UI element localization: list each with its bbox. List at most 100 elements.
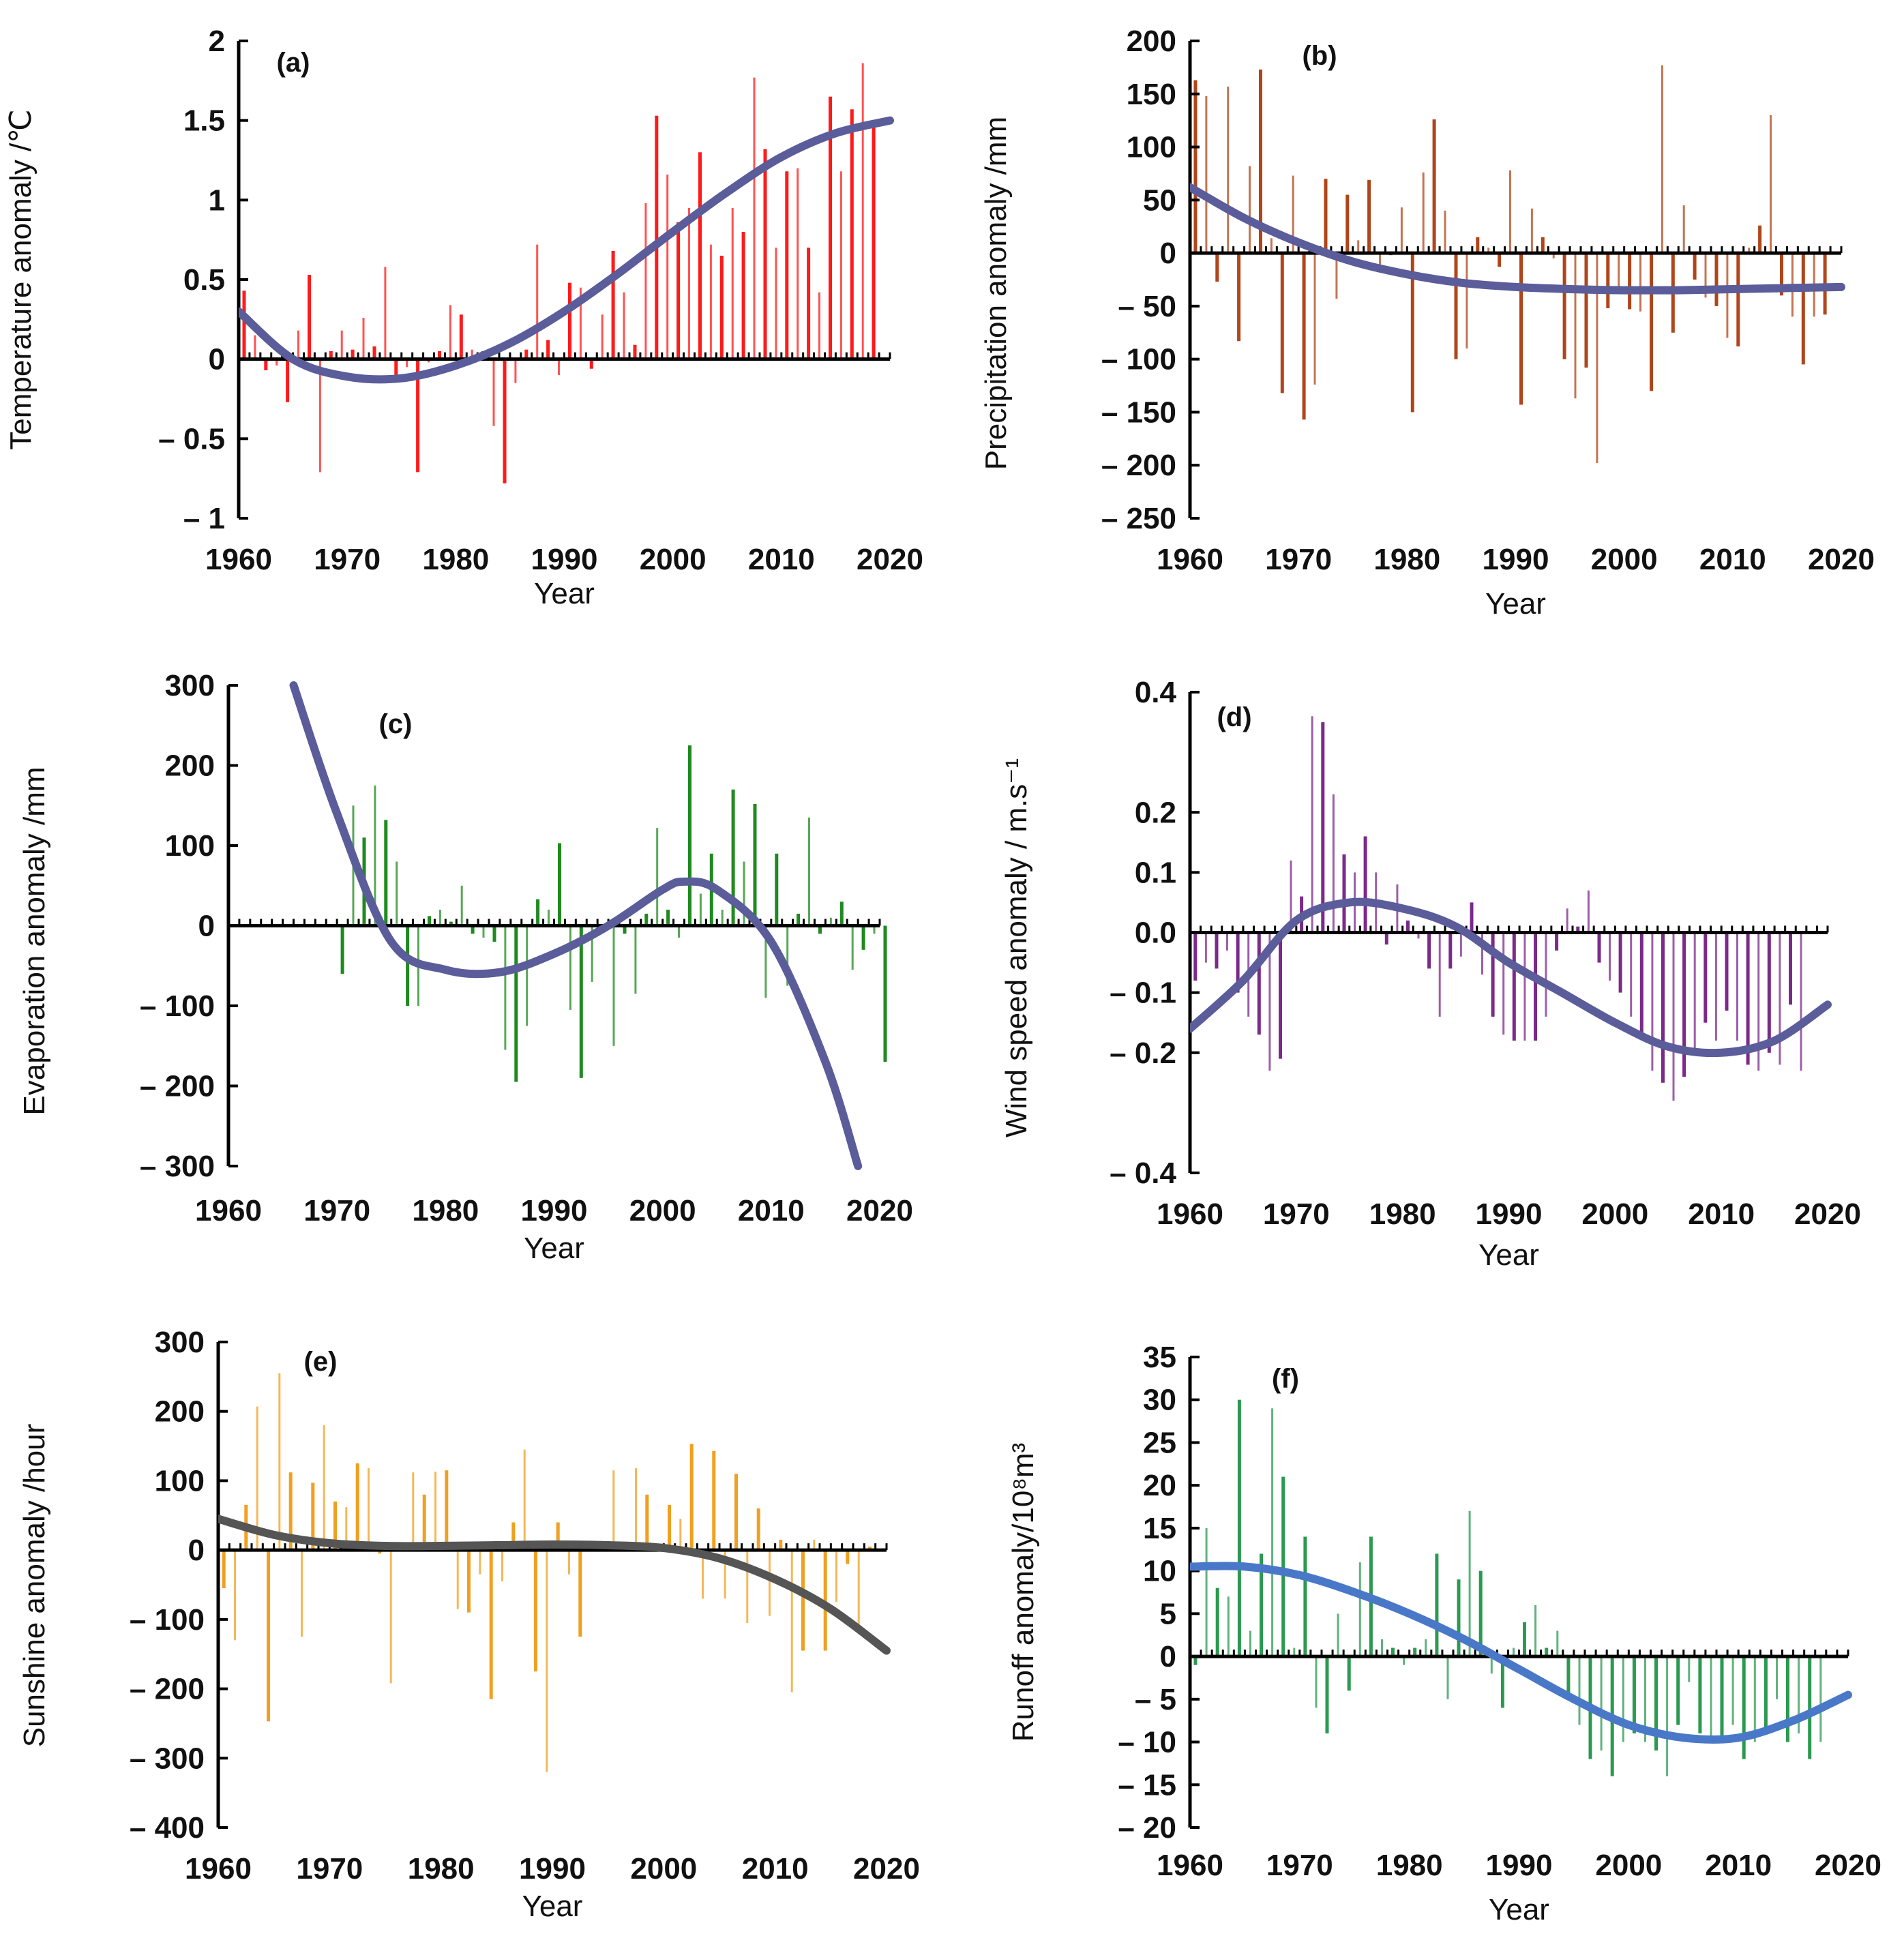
x-axis-title-d: Year [1478,1238,1539,1272]
bar-c-1986 [514,925,518,1082]
bar-b-1987 [1487,248,1490,254]
y-tick-label: – 0.5 [158,422,225,456]
bar-d-2015 [1779,932,1781,1065]
bar-f-2016 [1808,1656,1812,1759]
bar-b-1985 [1466,253,1468,349]
y-axis-title-d: Wind speed anomaly / m.s⁻¹ [1000,758,1033,1137]
bar-e-1973 [368,1468,370,1551]
bar-e-1990 [556,1522,560,1551]
bar-c-2020 [883,925,887,1062]
x-tick-label: 2010 [738,1194,805,1227]
bar-a-2006 [741,232,745,359]
bar-f-2004 [1676,1656,1680,1725]
bar-d-2014 [1767,932,1771,1053]
x-tick-label: 2010 [748,543,815,576]
y-tick-label: 300 [155,1326,205,1359]
bar-b-1995 [1574,253,1577,399]
bar-f-1997 [1600,1656,1603,1751]
bar-f-1995 [1578,1656,1581,1725]
bar-a-1979 [449,305,451,359]
bar-c-1988 [536,899,540,926]
bar-a-1976 [416,359,420,473]
bar-c-2013 [808,817,810,926]
y-tick-label: – 1 [183,502,225,535]
y-tick-label: – 200 [140,1070,215,1103]
x-tick-label: 1960 [1157,1849,1223,1882]
bar-c-1992 [579,925,583,1078]
bar-b-1990 [1519,253,1523,405]
x-tick-label: 2020 [1815,1849,1881,1882]
x-tick-label: 1990 [1476,1197,1543,1231]
bar-f-1966 [1260,1553,1263,1656]
bar-f-2013 [1776,1656,1778,1699]
x-tick-label: 1980 [408,1852,475,1885]
x-tick-label: 2020 [1808,543,1875,576]
bar-a-1972 [372,346,376,359]
bar-a-1983 [492,359,495,426]
bar-f-1962 [1215,1587,1219,1657]
bar-b-2011 [1748,248,1751,254]
bar-d-1964 [1236,932,1240,993]
x-tick-label: 1990 [519,1852,586,1885]
trend-line-c [289,681,863,1170]
bar-c-2010 [775,853,779,926]
y-tick-label: 10 [1143,1555,1176,1588]
bar-c-2012 [797,913,801,926]
bar-e-1986 [511,1522,516,1551]
bar-a-2010 [785,171,789,359]
y-tick-label: 35 [1143,1341,1176,1374]
bar-b-2002 [1650,253,1653,391]
bar-c-1976 [406,925,410,1006]
bar-b-2007 [1704,253,1707,298]
bar-c-2017 [851,925,854,970]
x-tick-label: 1990 [521,1194,588,1227]
bar-f-1990 [1523,1622,1526,1657]
bar-b-1966 [1259,70,1262,254]
panel-a: 2 1.5 1 0.5 0 – 0.5 – 1 1960 1970 1980 1990 2000 201… [4,25,923,610]
x-tick-label: 1960 [1157,543,1223,576]
bar-e-2004 [712,1450,716,1551]
bar-e-1980 [445,1470,449,1551]
bar-b-2009 [1726,253,1729,338]
bar-d-1973 [1332,794,1335,933]
bar-a-1988 [546,340,550,359]
bar-f-1969 [1293,1648,1296,1656]
bar-f-1994 [1566,1656,1571,1699]
bar-f-1974 [1347,1656,1351,1691]
bar-c-1993 [591,925,593,982]
bar-c-2009 [764,925,767,998]
bar-a-1997 [644,203,647,359]
bar-d-1962 [1215,932,1219,969]
panel-f: 35 30 25 20 15 10 5 0 – 5 – 10 – 15 – 20 1960 1970 198… [1007,1341,1881,1926]
bar-d-2012 [1746,932,1750,1065]
bar-c-1974 [384,820,388,926]
bar-e-2010 [779,1539,783,1551]
bar-a-2018 [872,120,876,359]
bar-e-1974 [378,1550,382,1554]
bar-e-1991 [568,1550,570,1575]
bar-d-2004 [1661,932,1665,1083]
y-tick-label: 1.5 [183,104,225,138]
x-tick-label: 2000 [640,543,706,576]
x-tick-label: 1960 [185,1852,252,1885]
y-tick-label: – 0.2 [1110,1037,1176,1070]
bar-f-1973 [1337,1613,1339,1657]
bar-a-1995 [623,292,625,359]
bar-a-1994 [611,251,615,359]
bar-d-1972 [1321,722,1325,933]
bar-a-1989 [558,359,560,375]
bar-e-1968 [311,1482,315,1551]
bar-d-1990 [1512,932,1516,1041]
bar-e-1970 [333,1501,337,1551]
bar-c-2006 [731,789,735,926]
panel-c: 300 200 100 0 – 100 – 200 – 300 1960 1970 1980 199… [18,669,913,1265]
y-tick-label: 25 [1143,1426,1176,1459]
bar-d-2003 [1651,932,1654,1071]
bar-d-1991 [1523,932,1526,1041]
y-tick-label: 2 [209,25,225,58]
bar-f-2015 [1798,1656,1800,1733]
bar-e-1982 [467,1550,471,1613]
bar-e-2016 [846,1550,850,1564]
bar-c-1991 [569,925,571,1010]
x-tick-label: 2020 [846,1194,913,1227]
